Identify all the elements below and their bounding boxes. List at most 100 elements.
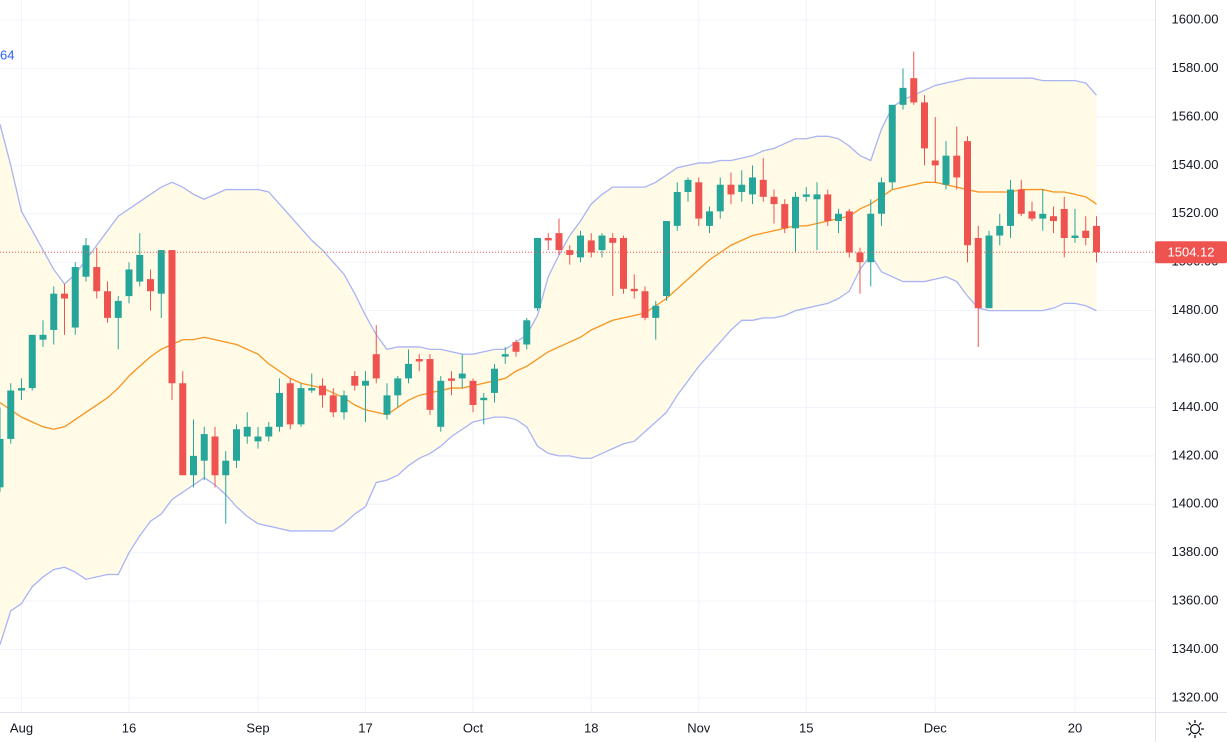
candle-body: [243, 426, 251, 437]
band-line: [0, 181, 1097, 430]
candle-body: [738, 184, 746, 192]
y-tick-label: 1540.00: [1172, 157, 1219, 172]
candle-body: [749, 177, 756, 195]
x-tick-label: Dec: [924, 720, 948, 735]
candle-body: [405, 363, 412, 379]
candle-body: [953, 155, 961, 178]
settings-icon[interactable]: [1186, 720, 1204, 738]
candle-body: [931, 160, 939, 166]
candle-body: [878, 182, 885, 214]
candle-body: [93, 267, 101, 292]
candle-body: [233, 429, 240, 461]
candle-body: [1028, 211, 1036, 219]
candle-body: [114, 300, 122, 318]
y-tick-label: 1400.00: [1172, 496, 1219, 511]
candle-body: [426, 359, 434, 410]
candle-body: [598, 235, 606, 251]
candle-body: [899, 87, 907, 105]
candle-body: [448, 378, 455, 381]
candle-body: [125, 269, 133, 297]
x-tick-label: 20: [1068, 720, 1082, 735]
candle-body: [512, 342, 520, 352]
candle-body: [566, 250, 574, 255]
candle-body: [1071, 235, 1079, 238]
candle-body: [1060, 208, 1068, 238]
candle-body: [7, 390, 15, 439]
y-tick-label: 1360.00: [1172, 593, 1219, 608]
candle-body: [856, 252, 864, 263]
y-tick-label: 1560.00: [1172, 108, 1219, 123]
candle-body: [770, 196, 778, 205]
candle-body: [190, 455, 197, 476]
y-tick-label: 1580.00: [1172, 60, 1219, 75]
last-price-label: 1504.12: [1168, 245, 1215, 260]
candle-body: [781, 204, 789, 229]
candle-body: [534, 237, 541, 309]
candle-body: [544, 237, 552, 241]
candle-body: [469, 380, 477, 406]
plot-area: [0, 51, 1155, 645]
candle-body: [254, 436, 262, 442]
candle-body: [136, 254, 144, 282]
candle-body: [996, 225, 1004, 236]
candle-body: [265, 426, 273, 437]
y-tick-label: 1320.00: [1172, 689, 1219, 704]
candle-body: [759, 179, 767, 197]
candle-body: [620, 237, 627, 289]
candle-body: [458, 373, 466, 379]
x-tick-label: 18: [584, 720, 598, 735]
candle-body: [727, 184, 735, 195]
candle-body: [964, 141, 971, 246]
x-tick-label: 16: [122, 720, 136, 735]
candle-body: [222, 460, 230, 476]
x-tick-label: Oct: [463, 720, 484, 735]
candle-body: [286, 383, 294, 425]
candle-body: [351, 375, 359, 386]
candle-body: [587, 240, 595, 253]
candle-body: [372, 354, 380, 379]
candle-body: [394, 378, 402, 396]
candle-body: [50, 293, 58, 330]
candle-body: [437, 380, 445, 427]
candle-body: [845, 211, 853, 253]
x-tick-label: 17: [358, 720, 372, 735]
x-tick-label: Aug: [10, 720, 33, 735]
y-tick-label: 1480.00: [1172, 302, 1219, 317]
candle-body: [609, 237, 617, 243]
candle-body: [383, 395, 391, 415]
candle-body: [18, 388, 25, 391]
candle-body: [501, 354, 509, 357]
candle-body: [1017, 189, 1025, 214]
candle-body: [695, 182, 703, 219]
last-price-box: [1155, 241, 1227, 264]
candle-body: [179, 383, 187, 476]
candle-body: [147, 279, 154, 292]
candle-body: [276, 392, 283, 427]
candle-body: [985, 235, 993, 309]
candle-body: [157, 250, 165, 294]
candle-body: [663, 221, 670, 297]
candle-body: [362, 380, 369, 386]
band-fill: [0, 78, 1097, 645]
candle-body: [910, 78, 918, 103]
candle-body: [71, 267, 79, 328]
candle-body: [480, 397, 488, 401]
candle-body: [104, 291, 111, 318]
candle-body: [921, 102, 928, 149]
candle-body: [82, 245, 90, 277]
candle-body: [684, 179, 692, 192]
candle-body: [168, 250, 176, 384]
candle-body: [297, 388, 305, 425]
band-line: [0, 253, 1097, 645]
candle-body: [491, 368, 498, 393]
x-tick-label: 15: [799, 720, 813, 735]
candle-body: [577, 235, 584, 258]
candle-body: [630, 288, 638, 292]
candle-body: [329, 395, 337, 413]
candle-body: [641, 291, 649, 318]
y-tick-label: 1460.00: [1172, 350, 1219, 365]
candle-body: [974, 237, 982, 309]
candle-body: [308, 388, 316, 391]
candle-body: [1039, 213, 1047, 219]
